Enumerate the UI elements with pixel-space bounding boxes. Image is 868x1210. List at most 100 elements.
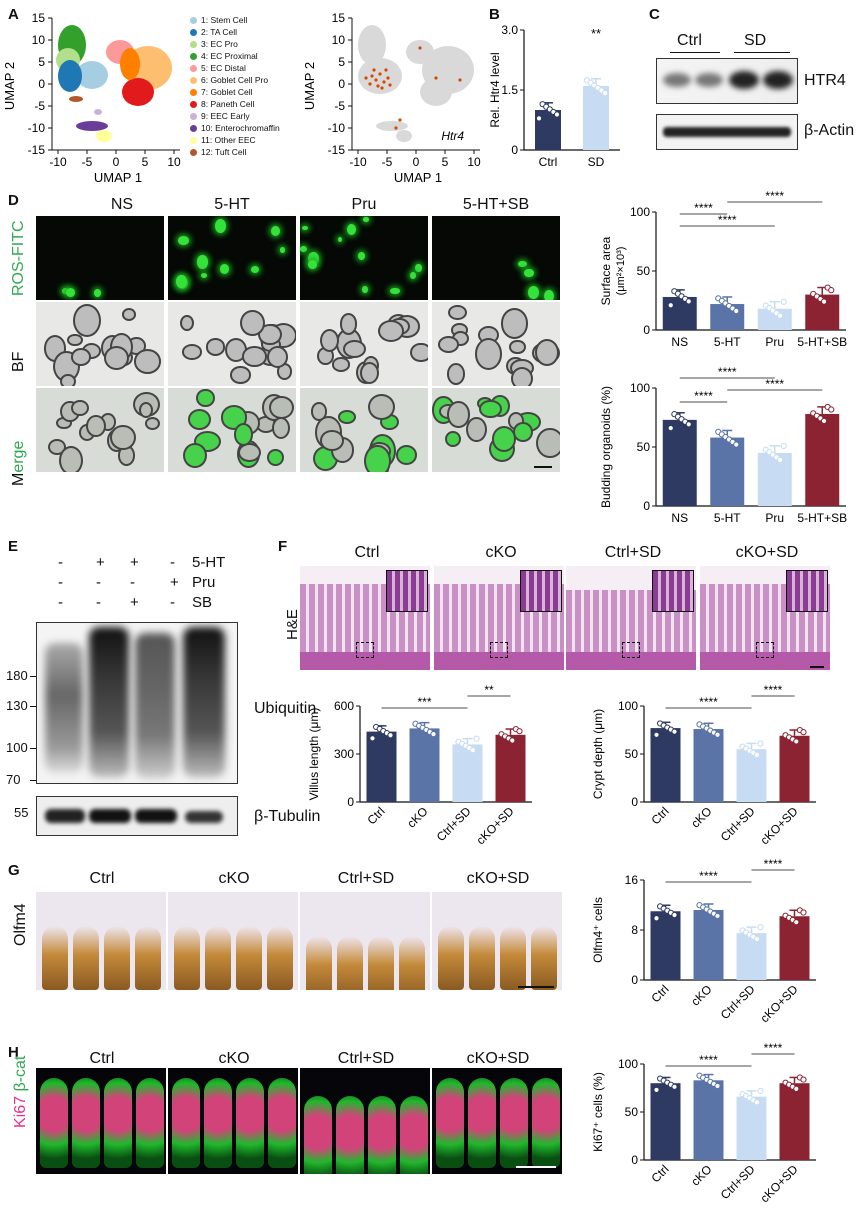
data-point <box>387 732 394 739</box>
group-label-sd: SD <box>744 32 767 49</box>
y-tick-label: 0 <box>643 323 650 337</box>
crypt <box>136 1078 164 1168</box>
legend-item: 4: EC Proximal <box>190 50 320 62</box>
scale-bar <box>518 986 554 988</box>
y-tick-label: 0 <box>511 143 518 157</box>
bar <box>693 729 724 802</box>
organoid <box>395 445 417 465</box>
data-point <box>793 1085 800 1092</box>
umap2-htr4-positive-cells <box>364 46 462 130</box>
blot-htr4 <box>656 58 798 104</box>
legend-label: 12: Tuft Cell <box>201 147 247 157</box>
x-tick-label: cKO <box>404 804 430 830</box>
h-row-bcat: β-cat <box>12 1055 29 1092</box>
crypt <box>236 1078 264 1168</box>
organoid <box>534 339 559 366</box>
bar <box>779 916 810 980</box>
x-tick-label: NS <box>671 511 688 525</box>
crypt <box>304 1096 332 1174</box>
bar <box>495 734 526 802</box>
data-point <box>430 730 437 738</box>
treatment-sign: - <box>58 594 63 611</box>
column-label: Ctrl+SD <box>337 870 395 887</box>
ki67-micrograph <box>36 1068 166 1174</box>
crypt <box>436 1078 464 1168</box>
fluorescent-organoid <box>62 288 69 295</box>
legend-label: 6: Goblet Cell Pro <box>201 75 269 85</box>
organoid <box>258 323 283 345</box>
organoid <box>339 313 358 335</box>
comparison-label: **** <box>764 1041 783 1055</box>
data-point <box>757 924 764 931</box>
bar <box>650 1083 681 1160</box>
organoid <box>512 421 533 443</box>
panel-label-b: B <box>489 6 500 23</box>
y-axis-label-units: (μm²×10³) <box>615 247 627 296</box>
crypt <box>337 936 363 990</box>
legend-item: 11: Other EEC <box>190 134 320 146</box>
umap-ytick: 15 <box>32 11 46 25</box>
chart-d-surface-area: 0 50 100 Surface area (μm²×10³) NS 5-HT Pru 5-HT… <box>599 189 847 349</box>
data-point <box>780 442 787 450</box>
data-point <box>780 298 787 305</box>
x-tick-label: Ctrl+SD <box>718 804 758 844</box>
bar <box>736 749 767 802</box>
legend-label: 10: Enterochromaffin <box>201 123 280 133</box>
comparison-label: **** <box>765 377 784 391</box>
comparison-label: **** <box>694 201 713 215</box>
d-col-5ht: 5-HT <box>214 196 250 213</box>
data-point <box>800 1076 807 1083</box>
treatment-sign: + <box>130 554 139 571</box>
treatment-name: 5-HT <box>192 554 226 571</box>
bar <box>736 933 767 980</box>
umap-xtick: 0 <box>113 155 120 169</box>
bar <box>693 1080 724 1160</box>
olfm4-micrograph <box>432 892 562 990</box>
bar <box>805 413 840 506</box>
crypt <box>468 1078 496 1168</box>
umap-xtick: -5 <box>382 155 393 169</box>
data-point <box>509 737 516 744</box>
umap-xtick: -10 <box>49 155 67 169</box>
crypt <box>236 926 262 990</box>
he-micrograph <box>566 566 696 670</box>
fluorescent-organoid <box>176 274 188 289</box>
y-tick-label: 50 <box>637 440 651 454</box>
legend-label: 4: EC Proximal <box>201 51 258 61</box>
bar <box>693 910 724 980</box>
micrograph <box>168 302 296 386</box>
fluorescent-organoid <box>362 216 370 222</box>
data-point <box>369 735 376 742</box>
umap-xtick: 5 <box>142 155 149 169</box>
he-micrograph <box>700 566 830 670</box>
bar <box>757 452 792 506</box>
mw-tick <box>30 748 36 749</box>
inset <box>652 570 694 612</box>
crypt <box>368 1096 396 1174</box>
crypt <box>205 926 231 990</box>
organoid <box>229 366 251 384</box>
inset-box <box>490 642 508 658</box>
panel-label-g: G <box>8 862 20 879</box>
comparison-label: **** <box>694 389 713 403</box>
umap-xtick: -5 <box>82 155 93 169</box>
legend-item: 9: EEC Early <box>190 110 320 122</box>
x-tick-label: Ctrl <box>649 982 672 1005</box>
organoid <box>338 410 357 425</box>
chart-f-villus-length: 0 300 600 Villus length (μm) Ctrl cKO Ctrl+SD c… <box>307 683 532 847</box>
fluorescent-organoid <box>362 285 369 294</box>
he-micrograph <box>300 566 430 670</box>
legend-label: 8: Paneth Cell <box>201 99 255 109</box>
fluorescent-organoid <box>307 259 318 269</box>
organoid <box>59 446 84 472</box>
fluorescent-organoid <box>543 289 554 300</box>
column-label: cKO+SD <box>466 1050 530 1067</box>
umap2-background-cells <box>358 25 474 142</box>
x-tick-label: NS <box>671 335 688 349</box>
olfm4-micrograph <box>168 892 298 990</box>
fluorescent-organoid <box>197 255 208 269</box>
micrograph <box>300 388 428 472</box>
organoid <box>196 388 216 408</box>
comparison-label: *** <box>417 695 431 709</box>
